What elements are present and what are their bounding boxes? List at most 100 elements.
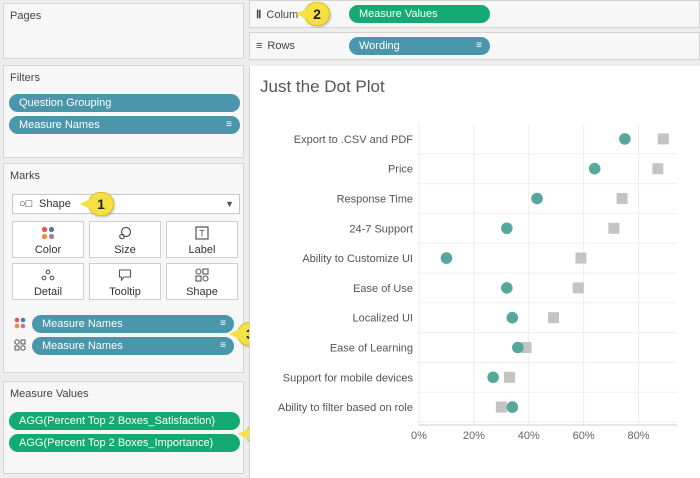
columns-label-text: Colum: [266, 9, 299, 21]
satisfaction-circle-mark: [512, 341, 524, 354]
columns-pill-label: Measure Values: [359, 8, 438, 20]
shape-icon: [167, 268, 237, 285]
row-label: Ability to filter based on role: [278, 402, 413, 414]
color-dots-icon: [13, 226, 83, 243]
importance-square-mark: [495, 401, 507, 413]
mark-type-value: Shape: [39, 198, 71, 210]
row-label: Price: [388, 164, 413, 176]
importance-square-mark: [652, 163, 664, 175]
callout-2-columns: 2: [296, 2, 330, 26]
row-label: Export to .CSV and PDF: [294, 134, 413, 146]
shape-button[interactable]: Shape: [166, 263, 238, 300]
shape-encoding-icon: [14, 339, 26, 354]
row-label: Support for mobile devices: [283, 372, 414, 384]
shape-button-label: Shape: [186, 286, 218, 298]
x-tick-label: 80%: [628, 430, 650, 442]
dot-plot-chart: 0% 20% 40% 60% 80% Export to .CSV and PDF Pric…: [278, 124, 677, 442]
measure-pill-label: AGG(Percent Top 2 Boxes_Importance): [19, 437, 214, 449]
view-title: Just the Dot Plot: [260, 77, 385, 96]
satisfaction-circle-mark: [506, 311, 519, 324]
row-label: Ease of Use: [353, 283, 413, 295]
row-label: Response Time: [337, 194, 413, 206]
callout-1: 1: [80, 192, 114, 216]
filters-card-title: Filters: [10, 72, 40, 84]
row-label: Ease of Learning: [330, 343, 413, 355]
label-button-label: Label: [188, 244, 216, 256]
shape-encoding-pill[interactable]: Measure Names ≡: [32, 337, 234, 355]
measure-values-card: Measure Values AGG(Percent Top 2 Boxes_S…: [3, 381, 244, 474]
rows-shelf-label: ≡ Rows: [256, 40, 295, 52]
detail-icon: [13, 268, 83, 285]
rows-pill-label: Wording: [359, 40, 400, 52]
importance-square-mark: [608, 222, 620, 234]
x-tick-label: 0%: [411, 430, 427, 442]
importance-square-mark: [616, 193, 628, 204]
importance-square-mark: [520, 342, 532, 353]
encoding-pill-label: Measure Names: [42, 318, 123, 330]
shape-mark-icon: ○□: [19, 198, 33, 210]
x-tick-label: 60%: [573, 430, 595, 442]
color-encoding-icon: [14, 317, 26, 332]
columns-shelf-label: Ⅱ Colum: [256, 8, 298, 21]
importance-square-mark: [572, 282, 584, 294]
satisfaction-circle-mark: [531, 192, 543, 205]
color-encoding-pill[interactable]: Measure Names ≡: [32, 315, 234, 333]
size-button-label: Size: [114, 244, 136, 256]
filter-pill-measure-names[interactable]: Measure Names ≡: [9, 116, 240, 134]
filter-pill-label: Question Grouping: [19, 97, 112, 109]
marks-card-title: Marks: [10, 170, 40, 182]
satisfaction-circle-mark: [588, 162, 601, 175]
tooltip-button[interactable]: Tooltip: [89, 263, 161, 300]
chevron-down-icon: ▼: [225, 199, 234, 209]
detail-button[interactable]: Detail: [12, 263, 84, 300]
size-icon: [90, 226, 160, 243]
label-button[interactable]: T Label: [166, 221, 238, 258]
tooltip-button-label: Tooltip: [109, 286, 141, 298]
satisfaction-circle-mark: [501, 282, 513, 294]
measure-values-card-title: Measure Values: [10, 388, 89, 400]
importance-square-mark: [657, 133, 669, 145]
measure-pill-importance[interactable]: AGG(Percent Top 2 Boxes_Importance): [9, 434, 240, 452]
tooltip-icon: [90, 268, 160, 285]
label-icon: T: [167, 226, 237, 243]
view-area: Just the Dot Plot 0% 20% 40% 60% 80% Export t…: [249, 66, 700, 478]
importance-square-mark: [504, 371, 516, 383]
sort-icon: ≡: [220, 318, 226, 329]
rows-shelf[interactable]: ≡ Rows Wording ≡: [249, 32, 700, 60]
pages-card-title: Pages: [10, 10, 42, 22]
rows-pill-wording[interactable]: Wording ≡: [349, 37, 490, 55]
rows-icon: ≡: [256, 40, 263, 52]
svg-text:T: T: [199, 229, 205, 239]
row-label: Localized UI: [352, 313, 413, 325]
satisfaction-circle-mark: [440, 252, 453, 264]
x-tick-label: 20%: [463, 430, 485, 442]
importance-square-mark: [547, 312, 559, 324]
filter-pill-question-grouping[interactable]: Question Grouping: [9, 94, 240, 112]
rows-label-text: Rows: [267, 40, 295, 52]
sort-icon: ≡: [220, 340, 226, 351]
pages-card: Pages: [3, 3, 244, 59]
sort-icon: ≡: [226, 119, 232, 130]
filter-pill-label: Measure Names: [19, 119, 100, 131]
satisfaction-circle-mark: [501, 222, 513, 235]
measure-pill-label: AGG(Percent Top 2 Boxes_Satisfaction): [19, 415, 216, 427]
satisfaction-circle-mark: [506, 401, 519, 413]
color-button-label: Color: [34, 244, 62, 256]
detail-button-label: Detail: [33, 286, 63, 298]
columns-icon: Ⅱ: [256, 9, 262, 21]
color-button[interactable]: Color: [12, 221, 84, 258]
columns-pill-measure-values[interactable]: Measure Values: [349, 5, 490, 23]
importance-square-mark: [575, 252, 587, 264]
measure-pill-satisfaction[interactable]: AGG(Percent Top 2 Boxes_Satisfaction): [9, 412, 240, 430]
marks-card: Marks ○□ Shape ▼ Color Size T Label: [3, 163, 244, 373]
size-button[interactable]: Size: [89, 221, 161, 258]
mark-type-dropdown[interactable]: ○□ Shape ▼: [12, 194, 240, 214]
satisfaction-circle-mark: [487, 371, 499, 384]
filters-card: Filters Question Grouping Measure Names …: [3, 65, 244, 158]
encoding-pill-label: Measure Names: [42, 340, 123, 352]
satisfaction-circle-mark: [619, 133, 631, 145]
row-label: Ability to Customize UI: [302, 253, 413, 265]
x-tick-label: 40%: [518, 430, 540, 442]
row-label: 24-7 Support: [349, 223, 413, 235]
